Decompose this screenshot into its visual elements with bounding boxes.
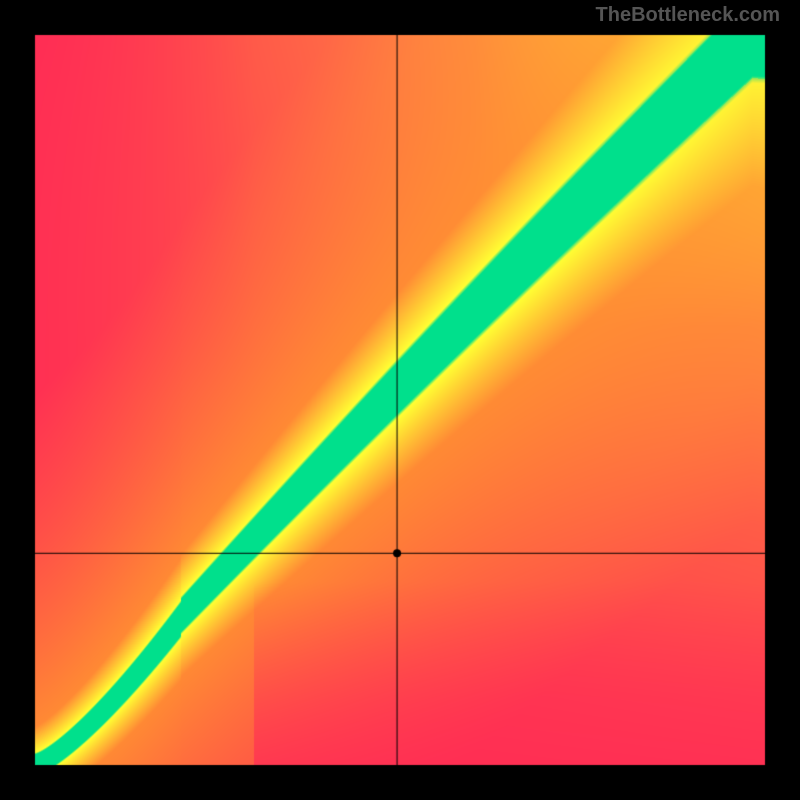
chart-container: TheBottleneck.com — [0, 0, 800, 800]
heatmap-canvas — [0, 0, 800, 800]
watermark-text: TheBottleneck.com — [596, 4, 780, 27]
